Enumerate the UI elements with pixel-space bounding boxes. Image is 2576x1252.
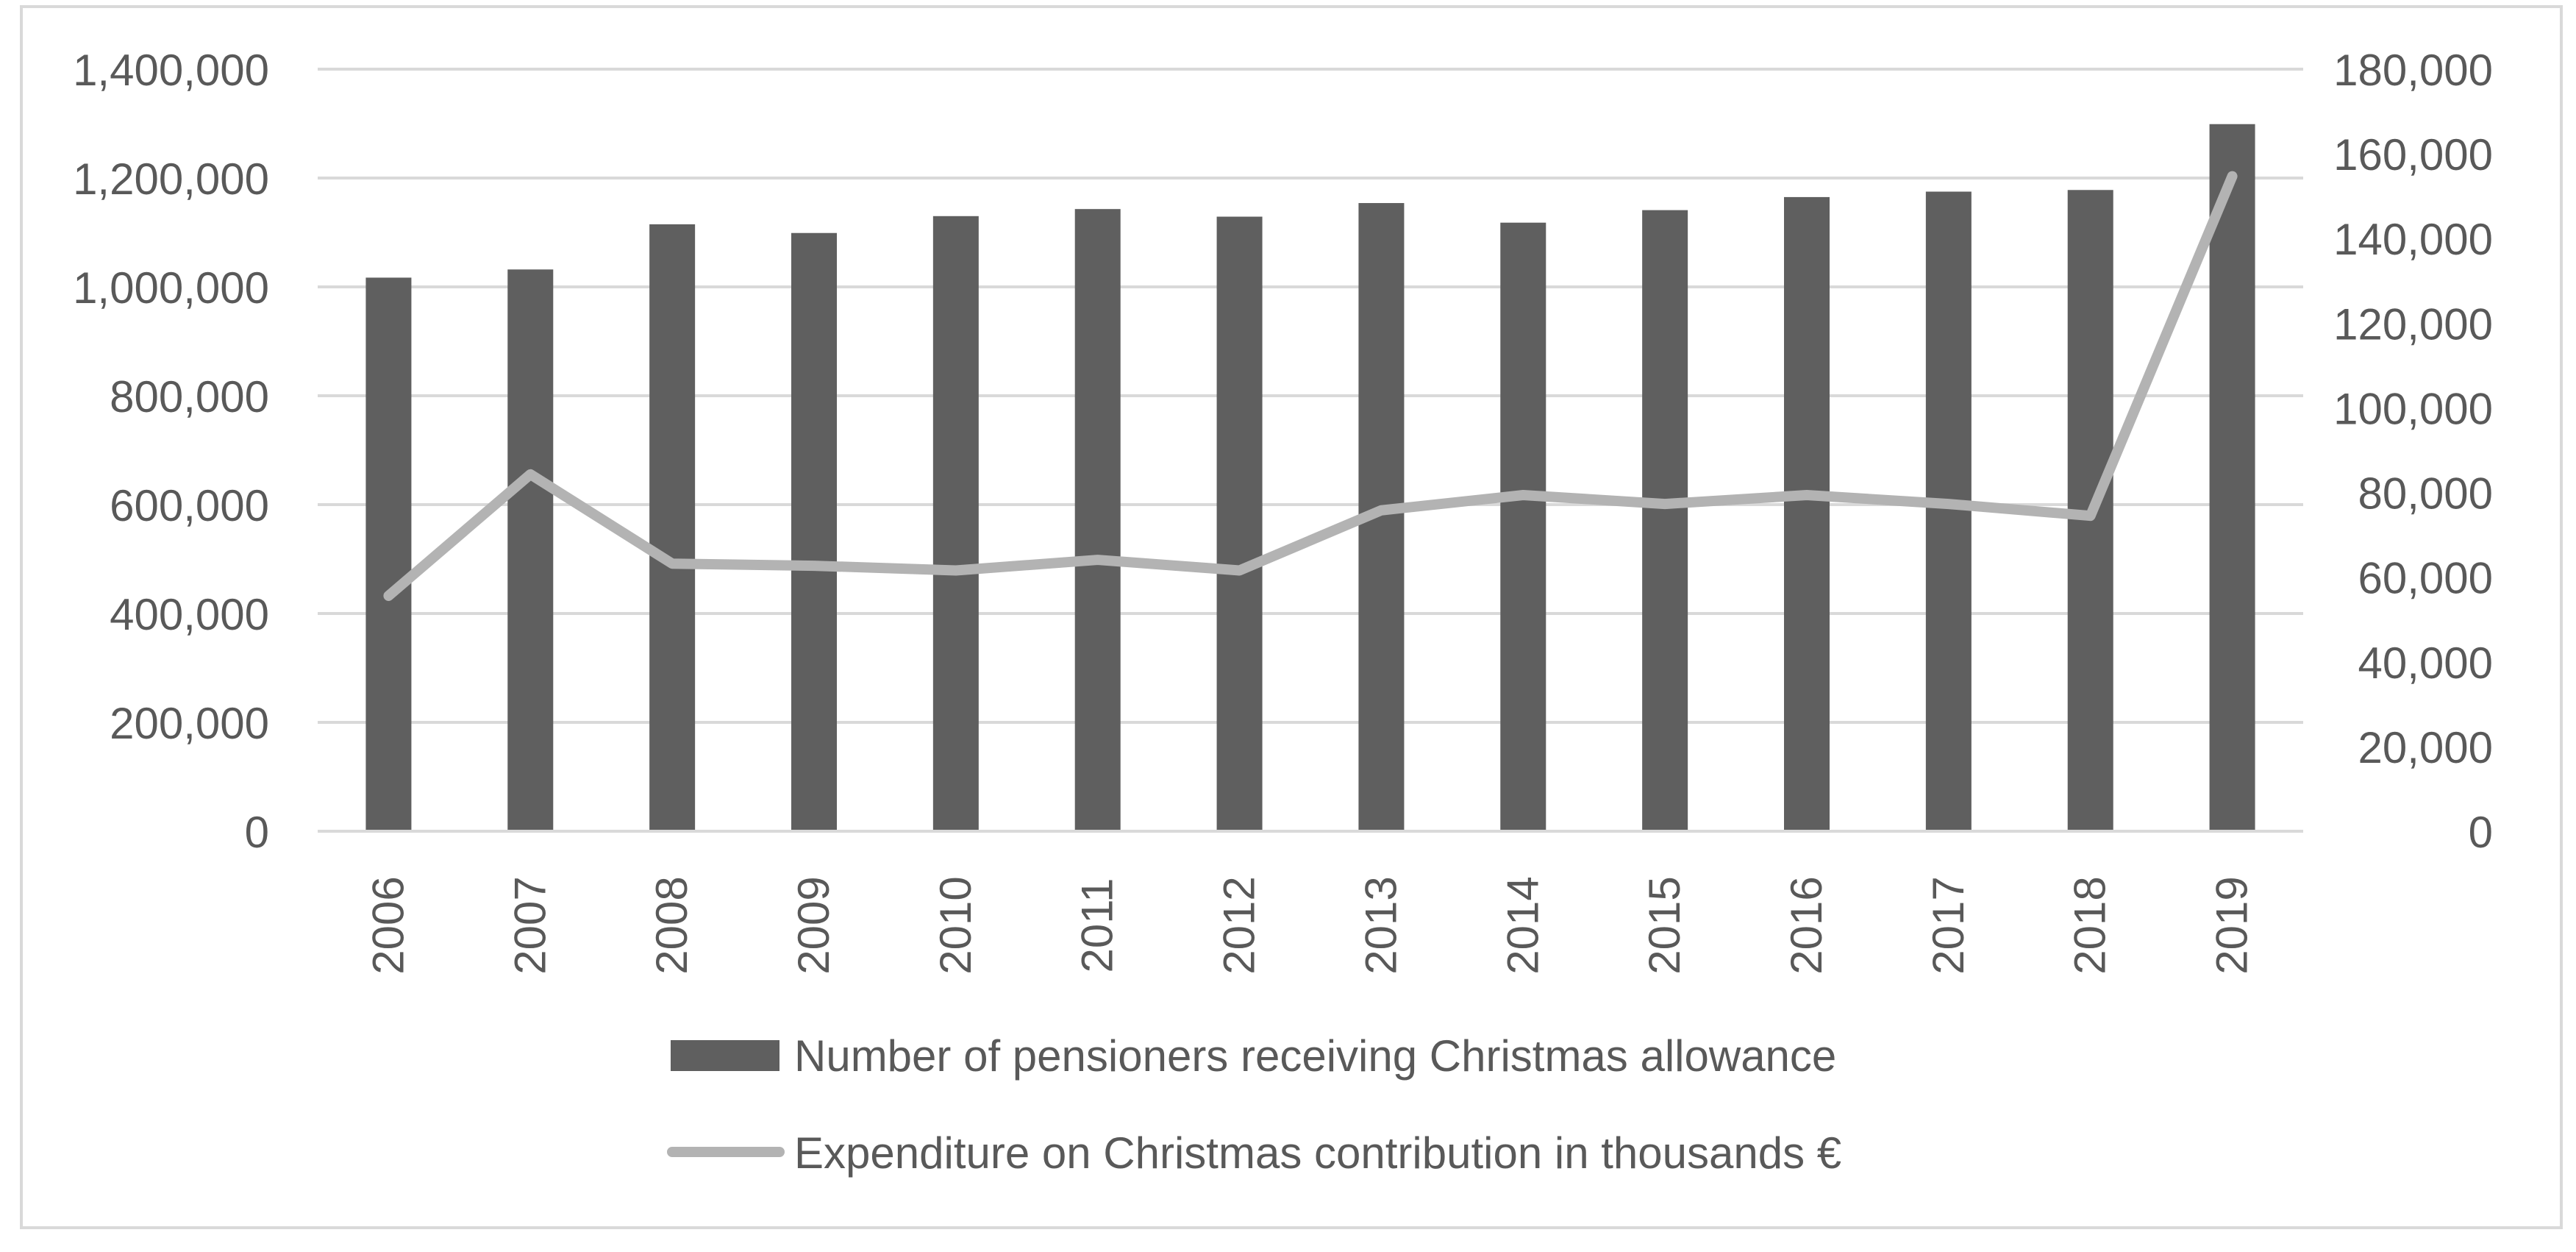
x-tick-label: 2014 (1498, 876, 1547, 974)
line-point-2017 (1946, 502, 1951, 507)
x-tick-label: 2007 (505, 876, 554, 974)
y-right-tick-label: 120,000 (2333, 299, 2493, 349)
line-point-2014 (1521, 493, 1526, 498)
legend-label-line: Expenditure on Christmas contribution in… (794, 1128, 1841, 1178)
line-point-2015 (1663, 502, 1668, 507)
x-tick-label: 2013 (1356, 876, 1405, 974)
bar-2011 (1074, 209, 1121, 831)
line-series (383, 171, 2238, 601)
y-left-tick-label: 800,000 (110, 372, 269, 422)
y-right-tick-label: 20,000 (2358, 723, 2493, 772)
x-tick-label: 2018 (2066, 876, 2115, 974)
bar-2019 (2209, 124, 2255, 832)
axes: 0 200,000 400,000 600,000 800,000 1,000,000 1,… (73, 46, 2493, 975)
bar-2009 (791, 232, 837, 831)
line-point-2007 (528, 472, 533, 477)
chart-border (20, 5, 2563, 1229)
line-point-2019 (2230, 174, 2235, 179)
y-right-tick-label: 160,000 (2333, 130, 2493, 179)
y-right-tick-label: 180,000 (2333, 46, 2493, 95)
line-point-2011 (1095, 558, 1100, 563)
y-left-tick-label: 0 (245, 808, 269, 857)
bar-2014 (1500, 222, 1546, 831)
bar-2006 (365, 277, 412, 831)
bar-2015 (1642, 210, 1688, 831)
y-left-tick-label: 1,000,000 (73, 263, 269, 313)
y-left-tick-label: 200,000 (110, 699, 269, 748)
y-right-tick-label: 100,000 (2333, 384, 2493, 433)
x-tick-label: 2015 (1640, 876, 1689, 974)
y-right-tick-label: 40,000 (2358, 639, 2493, 688)
x-tick-label: 2010 (931, 876, 980, 974)
line-point-2010 (953, 568, 958, 573)
x-tick-label: 2016 (1782, 876, 1831, 974)
line-point-2009 (812, 563, 816, 569)
bar-2007 (507, 269, 554, 831)
bar-2016 (1784, 196, 1830, 831)
x-tick-label: 2012 (1215, 876, 1264, 974)
y-right-tick-label: 0 (2469, 808, 2493, 857)
x-tick-label: 2011 (1073, 878, 1122, 972)
bar-series (365, 124, 2255, 832)
x-tick-label: 2019 (2208, 876, 2257, 974)
line-point-2012 (1237, 568, 1242, 573)
y-left-tick-label: 1,200,000 (73, 154, 269, 204)
bar-2008 (649, 224, 696, 831)
bar-2012 (1216, 216, 1263, 831)
line-point-2006 (386, 593, 391, 598)
line-point-2016 (1805, 493, 1809, 498)
x-tick-label: 2009 (789, 876, 838, 974)
y-right-tick-label: 80,000 (2358, 469, 2493, 519)
bar-2010 (932, 216, 979, 831)
legend: Number of pensioners receiving Christmas… (667, 1031, 1841, 1178)
y-right-tick-label: 60,000 (2358, 554, 2493, 603)
y-right-tick-label: 140,000 (2333, 215, 2493, 264)
line-point-2018 (2088, 513, 2093, 519)
x-tick-label: 2008 (647, 876, 696, 974)
legend-swatch-bar (671, 1040, 779, 1071)
x-tick-label: 2017 (1924, 876, 1973, 974)
bar-2017 (1925, 191, 1972, 831)
legend-label-bar: Number of pensioners receiving Christmas… (794, 1031, 1836, 1081)
y-left-tick-label: 1,400,000 (73, 46, 269, 95)
line-point-2008 (670, 561, 675, 566)
expenditure-line (383, 171, 2238, 601)
x-tick-label: 2006 (363, 876, 413, 974)
y-left-tick-label: 400,000 (110, 590, 269, 639)
y-left-tick-label: 600,000 (110, 481, 269, 530)
line-point-2013 (1379, 508, 1384, 513)
